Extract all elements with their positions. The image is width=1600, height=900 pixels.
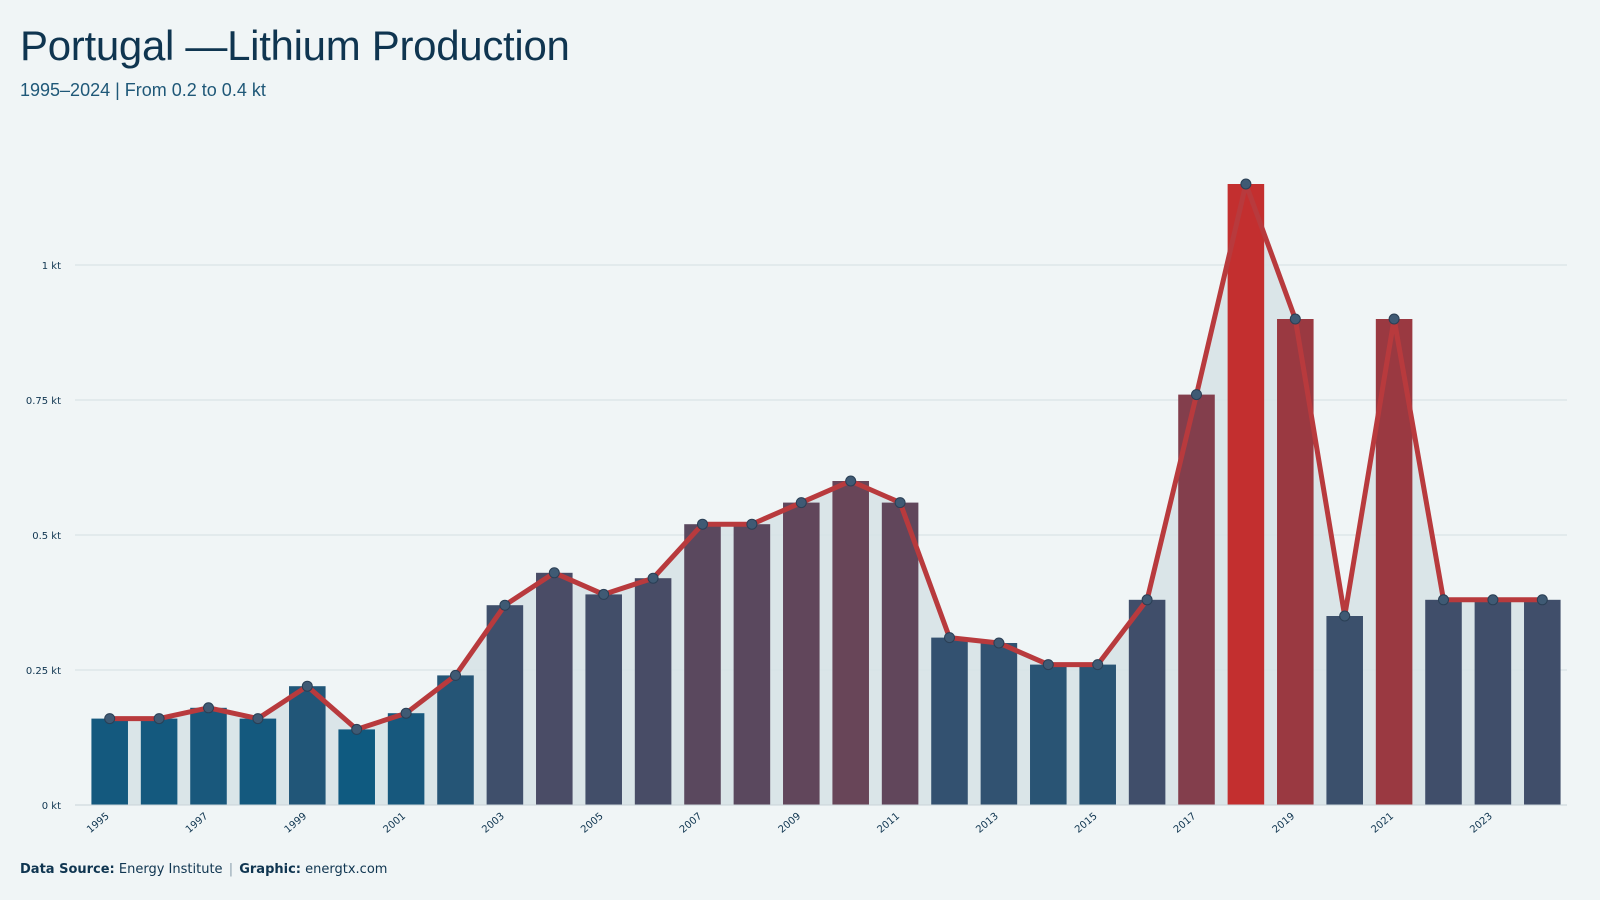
data-point <box>1240 178 1252 190</box>
data-point <box>1092 659 1104 671</box>
bar <box>783 502 820 805</box>
bar <box>980 643 1018 805</box>
bar <box>1227 184 1265 805</box>
footer-credits: Data Source: Energy Institute | Graphic:… <box>20 862 387 877</box>
x-tick-label: 2017 <box>1172 811 1199 836</box>
bar <box>140 718 178 805</box>
data-point <box>301 680 313 692</box>
x-tick-label: 1995 <box>85 811 112 836</box>
data-point <box>104 713 116 725</box>
y-tick-label: 1 kt <box>42 261 61 272</box>
bar <box>1079 664 1116 805</box>
data-point <box>845 475 857 487</box>
data-point <box>450 669 461 681</box>
y-tick-label: 0.75 kt <box>26 396 61 407</box>
series-line <box>107 181 1545 732</box>
chart-subtitle: 1995–2024 | From 0.2 to 0.4 kt <box>20 80 266 100</box>
data-point <box>1438 594 1449 606</box>
data-point <box>944 632 955 644</box>
bar <box>1030 664 1067 805</box>
x-tick-label: 2013 <box>974 811 1001 836</box>
bar <box>1524 599 1561 805</box>
x-tick-label: 2001 <box>381 811 408 836</box>
x-tick-label: 2023 <box>1468 811 1495 836</box>
bar <box>536 572 573 805</box>
x-tick-label: 2011 <box>875 811 902 836</box>
graphic-label: Graphic: <box>239 862 301 877</box>
bar <box>338 729 375 805</box>
data-point <box>548 567 560 579</box>
x-tick-label: 2009 <box>777 811 804 836</box>
bar <box>486 605 524 805</box>
data-point <box>400 707 412 719</box>
y-tick-label: 0.5 kt <box>32 531 61 542</box>
graphic-value: energtx.com <box>305 862 388 877</box>
data-point <box>598 588 610 600</box>
data-point <box>894 497 906 509</box>
bar <box>634 578 672 805</box>
y-tick-label: 0 kt <box>42 801 61 812</box>
data-point <box>697 518 708 530</box>
bar <box>1178 394 1215 805</box>
x-tick-label: 2021 <box>1369 811 1396 836</box>
bar <box>1425 599 1462 805</box>
bar <box>1474 599 1512 805</box>
bar <box>1326 616 1363 805</box>
source-label: Data Source: <box>20 862 115 877</box>
source-value: Energy Institute <box>118 862 223 877</box>
data-point <box>153 713 165 725</box>
data-point <box>1141 594 1153 606</box>
data-point <box>1289 313 1301 325</box>
data-point <box>203 702 214 714</box>
bar <box>881 502 919 805</box>
chart-title: Portugal —Lithium Production <box>20 22 570 69</box>
data-point <box>746 518 758 530</box>
data-point <box>647 572 659 584</box>
data-point <box>1191 389 1202 401</box>
data-point <box>351 723 363 735</box>
data-point <box>993 637 1005 649</box>
data-point <box>1388 313 1400 325</box>
x-tick-label: 2005 <box>579 811 606 836</box>
x-tick-label: 1997 <box>184 811 211 836</box>
bar <box>684 524 721 805</box>
data-point <box>252 713 264 725</box>
x-tick-label: 2019 <box>1271 811 1298 836</box>
bar <box>190 707 227 805</box>
x-tick-label: 2003 <box>480 811 507 836</box>
x-tick-label: 1999 <box>283 811 310 836</box>
data-point <box>1339 610 1351 622</box>
bar <box>289 686 326 805</box>
data-point <box>499 599 511 611</box>
x-tick-label: 2007 <box>678 811 705 836</box>
data-point <box>795 497 807 509</box>
bar <box>1128 599 1166 805</box>
x-tick-label: 2015 <box>1073 811 1100 836</box>
data-point <box>1536 594 1548 606</box>
bar <box>832 481 869 805</box>
bar <box>91 718 128 805</box>
footer-separator: | <box>228 862 234 877</box>
bar <box>733 524 771 805</box>
bar <box>585 594 622 805</box>
data-point <box>1487 594 1499 606</box>
data-point <box>1042 659 1054 671</box>
y-tick-label: 0.25 kt <box>26 666 61 677</box>
bar <box>387 713 425 805</box>
bar <box>931 637 968 805</box>
bar <box>437 675 474 805</box>
bar <box>239 718 277 805</box>
